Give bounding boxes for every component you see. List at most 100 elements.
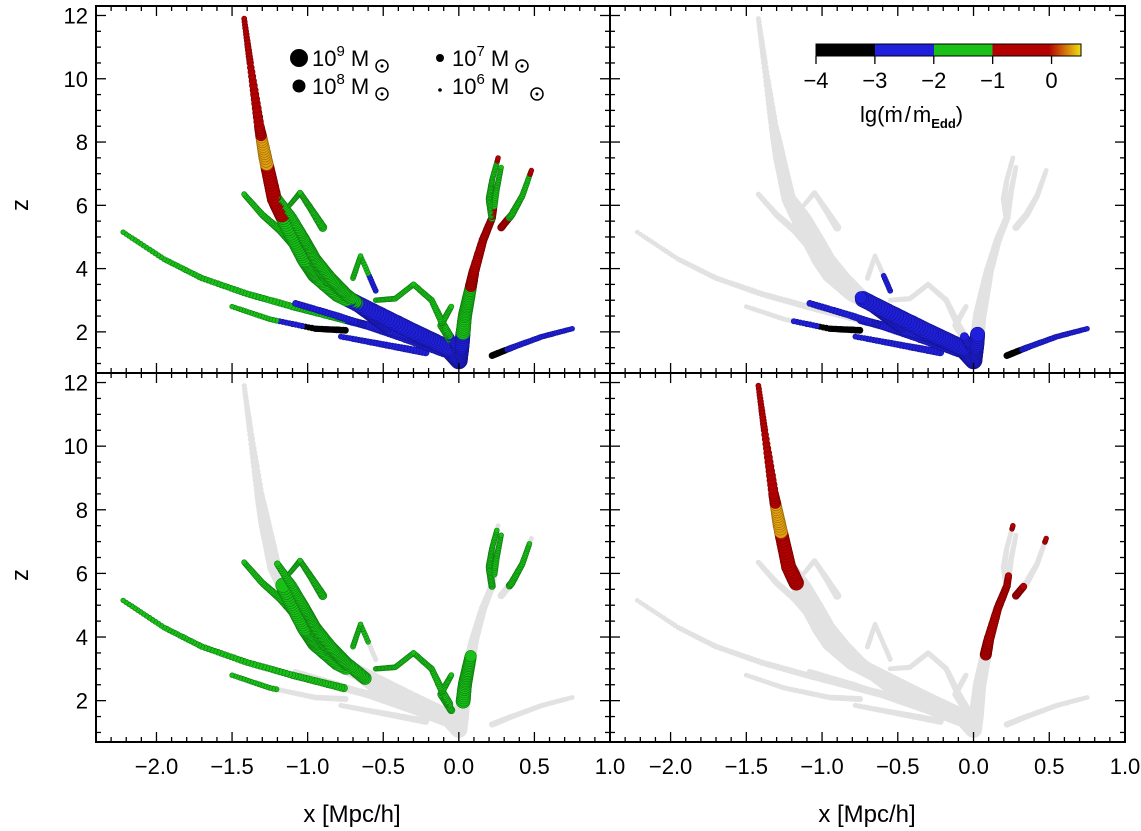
panel-low [634,16,1090,370]
track-point-gray [529,536,534,541]
track-point-gray [1084,695,1090,700]
x-tick-label: 0.5 [519,754,550,779]
legend-marker-1e7 [436,54,444,62]
bh-point [970,326,986,342]
bh-point [297,189,303,196]
bh-point [528,167,535,174]
bh-point [410,281,417,288]
bh-point [410,650,417,656]
bh-point [498,164,504,171]
track-point-gray [872,253,878,259]
bh-point [273,560,281,568]
track-point-gray [755,191,762,197]
bh-point [495,155,501,161]
legend-label-1e6: 106 M [452,71,509,99]
bh-point [229,672,235,678]
track-point-gray [634,229,640,235]
legend-sun-symbol-1e7 [515,59,529,73]
colorbar-tick-label: 0 [1045,68,1057,93]
legend-marker-1e8 [292,79,306,93]
colorbar-ticks: −4 −3 −2 −1 0 [803,56,1058,93]
track-point-gray [634,598,640,603]
axis-titles: z z x [Mpc/h] x [Mpc/h] [7,199,916,828]
bh-point [120,597,126,604]
colorbar-tick-label: −2 [921,68,946,93]
panel-all [120,15,575,370]
y-tick-label: 10 [64,67,88,92]
track-point-gray [743,672,749,678]
legend-label-1e9: 109 M [312,43,369,71]
colorbar-tick-label: −3 [862,68,887,93]
bh-point [1010,522,1016,529]
track-point-gray [1010,155,1016,161]
track-point-gray [1013,532,1019,538]
bh-point [498,532,504,538]
y-axis-title-top: z [7,199,34,211]
y-tick-label: 4 [76,257,88,282]
panels-layer [120,15,1090,738]
y-tick-label: 10 [64,434,88,459]
legend-label-1e8: 108 M [312,71,369,99]
track-point-gray [872,621,878,627]
bh-point [241,191,248,198]
x-tick-label: −1.0 [800,754,843,779]
legend-label-1e7: 107 M [452,43,509,71]
bh-point [806,299,814,307]
legend-sun-symbol-1e8 [375,87,389,101]
x-tick-label: −1.0 [286,754,329,779]
colorbar-swatch [815,43,1082,57]
track-point-gray [963,304,969,310]
legend-sun-symbol-1e6 [530,87,544,101]
y-tick-label: 4 [76,625,88,650]
bh-point [852,333,859,340]
bh-point [120,229,126,235]
y-tick-label: 6 [76,561,88,586]
bh-point [1043,535,1049,542]
y-tick-label: 2 [76,320,88,345]
bh-point [448,672,455,679]
x-tick-label: 1.0 [595,754,626,779]
bh-point [960,332,969,341]
bh-point [755,382,762,389]
track-point-gray [925,650,931,656]
track-point-gray [852,702,859,709]
x-tick-label: 1.0 [1110,754,1141,779]
legend-marker-1e9 [290,49,308,67]
frame-layer: 2 4 6 8 10 12 2 4 6 8 10 12 −2.0 −1.5 −1.0 −0.5 0.0 0.5 1.… [64,3,1141,779]
track-point-gray [241,383,247,389]
x-tick-label: −1.5 [210,754,253,779]
y-tick-label: 8 [76,130,88,155]
track-point-gray [495,523,501,529]
panel-mid [120,383,575,738]
size-legend: 109 M 108 M 107 M 106 M [290,43,544,101]
track-point-gray [811,190,818,196]
legend-marker-1e6 [438,88,442,92]
y-tick-label: 2 [76,689,88,714]
x-tick-label: 0.5 [1034,754,1065,779]
x-tick-label: −2.0 [135,754,178,779]
bh-point [464,650,477,663]
bh-point [337,333,344,340]
bh-point [569,326,575,332]
bh-point [493,527,500,534]
x-tick-label: −1.5 [725,754,768,779]
bh-point [241,15,248,22]
bh-point [854,291,868,304]
track-point-gray [1043,168,1049,173]
x-tick-label: −2.0 [649,754,692,779]
colorbar-tick-label: −4 [803,68,828,93]
track-point-gray [925,281,931,287]
x-tick-label: −0.5 [362,754,405,779]
bh-point [292,299,299,307]
track-point-gray [811,558,818,564]
bh-point [357,253,364,259]
x-tick-label: 0.0 [444,754,475,779]
y-tick-label: 12 [64,371,88,396]
bh-point [357,621,364,627]
bh-point [880,272,887,279]
colorbar-tick-label: −1 [980,68,1005,93]
bh-point [297,557,303,564]
bh-point [1084,326,1090,332]
track-point-gray [806,668,814,676]
